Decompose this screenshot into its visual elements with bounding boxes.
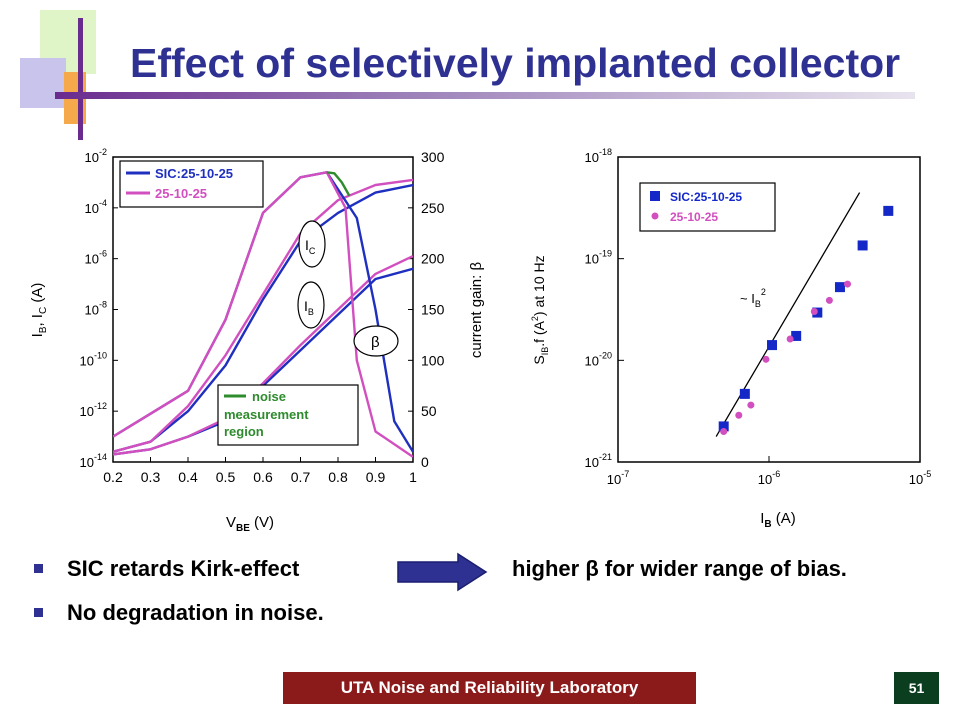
data-point-sic <box>718 421 729 432</box>
legend-swatch <box>650 191 660 201</box>
y-left-tick-label: 10-14 <box>80 452 107 470</box>
noise-label: measurement <box>224 407 309 422</box>
y-left-axis-label: IB, IC (A) <box>29 283 49 338</box>
series-line <box>326 171 351 197</box>
x-tick-label: 0.4 <box>178 469 198 485</box>
legend-label: SIC:25-10-25 <box>155 166 233 181</box>
data-point-sic <box>767 340 778 351</box>
y-left-tick-label: 10-2 <box>85 147 107 165</box>
corner-decoration <box>78 18 83 140</box>
x-tick-label: 10-7 <box>607 469 629 487</box>
bullet-item: SIC retards Kirk-effect <box>34 556 299 582</box>
bullet-marker <box>34 607 43 617</box>
y-tick-label: 10-20 <box>585 350 612 368</box>
y-right-tick-label: 250 <box>421 200 445 216</box>
data-point-sic <box>857 240 868 251</box>
page-number: 51 <box>894 672 939 704</box>
y-right-tick-label: 100 <box>421 352 445 368</box>
y-left-tick-label: 10-6 <box>85 249 107 267</box>
data-point-ref <box>720 428 728 435</box>
noise-label: region <box>224 424 264 439</box>
x-axis-label: IB (A) <box>760 510 796 530</box>
y-tick-label: 10-21 <box>585 452 612 470</box>
data-point-ref <box>762 355 770 363</box>
ic-annotation-label: IC <box>305 237 316 256</box>
data-point-sic <box>883 205 894 216</box>
bullet-item: No degradation in noise. <box>34 600 324 626</box>
right-arrow-icon <box>397 552 488 592</box>
chart-current-gain: 0.2 0.3 0.4 0.5 0.6 0.7 0.8 0.9 1 10-2 10-4 10-6 10-… <box>29 147 485 534</box>
data-point-ref <box>844 280 852 288</box>
legend-box <box>119 160 264 208</box>
x-tick-label: 0.8 <box>328 469 348 485</box>
y-right-axis-label: current gain: β <box>468 262 485 359</box>
y-axis-label: SIB.f (A2) at 10 Hz <box>530 255 550 364</box>
legend-label: 25-10-25 <box>670 210 718 224</box>
y-left-tick-label: 10-10 <box>80 350 107 368</box>
y-right-tick-label: 300 <box>421 149 445 165</box>
series-line <box>113 171 413 458</box>
chart-noise: 10-7 10-6 10-5 10-18 10-19 10-20 10-21 SIC:25-… <box>530 147 931 530</box>
ib-annotation-label: IB <box>304 298 314 317</box>
y-tick-label: 10-19 <box>585 249 612 267</box>
noise-label: noise <box>252 389 286 404</box>
y-right-tick-label: 200 <box>421 251 445 267</box>
x-tick-label: 10-6 <box>758 469 780 487</box>
data-point-sic <box>834 282 845 293</box>
x-tick-label: 0.6 <box>253 469 273 485</box>
beta-annotation-label: β <box>371 334 380 351</box>
title-underline <box>55 92 915 99</box>
x-tick-label: 1 <box>409 469 417 485</box>
y-tick-label: 10-18 <box>585 147 612 165</box>
slide-title: Effect of selectively implanted collecto… <box>130 40 901 86</box>
x-tick-label: 0.3 <box>141 469 161 485</box>
bullet-text: No degradation in noise. <box>67 600 324 625</box>
x-tick-label: 0.7 <box>291 469 311 485</box>
x-tick-label: 0.5 <box>216 469 236 485</box>
x-axis-label: VBE (V) <box>226 514 274 534</box>
y-left-tick-label: 10-4 <box>85 198 107 216</box>
data-point-sic <box>739 388 750 399</box>
beta-annotation-ellipse <box>353 325 399 357</box>
corner-decoration <box>20 58 66 108</box>
footer-lab-name: UTA Noise and Reliability Laboratory <box>283 672 696 704</box>
data-point-ref <box>786 335 794 343</box>
y-right-tick-label: 50 <box>421 403 437 419</box>
data-point-ref <box>825 296 833 304</box>
bullet-text-continued: higher β for wider range of bias. <box>512 556 847 581</box>
bullet-text: SIC retards Kirk-effect <box>67 556 300 581</box>
y-left-tick-label: 10-12 <box>80 401 107 419</box>
data-point-sic <box>791 330 802 341</box>
series-line <box>113 183 413 453</box>
series-line <box>113 255 413 456</box>
y-left-tick-label: 10-8 <box>85 300 107 318</box>
y-right-tick-label: 0 <box>421 454 429 470</box>
x-tick-label: 10-5 <box>909 469 931 487</box>
legend-box <box>639 182 776 232</box>
legend-swatch <box>651 212 659 220</box>
x-tick-label: 0.9 <box>366 469 386 485</box>
ib-annotation-ellipse <box>297 281 325 329</box>
y-right-tick-label: 150 <box>421 302 445 318</box>
data-point-ref <box>747 401 755 409</box>
ic-annotation-ellipse <box>298 220 326 268</box>
bullet-marker <box>34 563 43 573</box>
data-point-ref <box>735 411 743 419</box>
data-point-ref <box>810 308 818 316</box>
legend-label: SIC:25-10-25 <box>670 190 742 204</box>
x-tick-label: 0.2 <box>103 469 123 485</box>
series-line <box>113 178 413 453</box>
legend-label: 25-10-25 <box>155 186 207 201</box>
